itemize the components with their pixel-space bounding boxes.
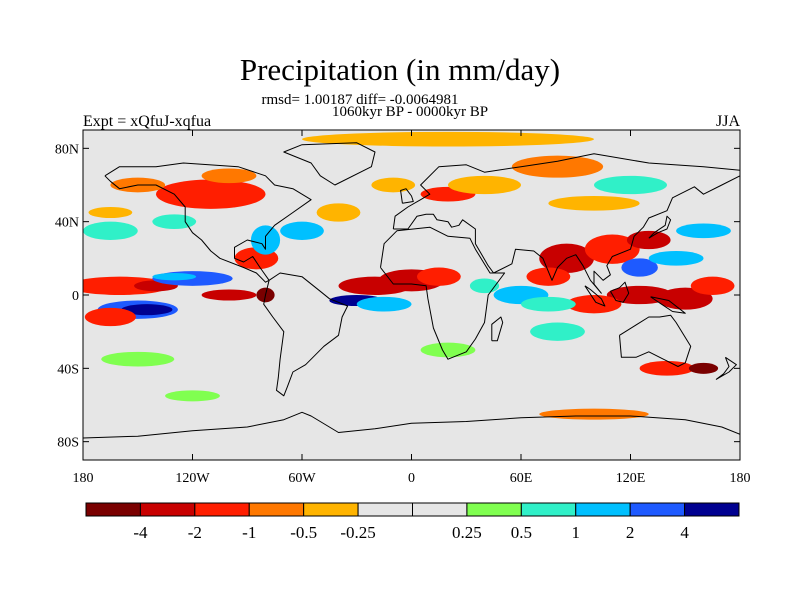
west-pacific-dry-east [690,276,735,296]
colorbar-swatch [575,502,631,517]
colorbar: -4 -2 -1 -0.5 -0.25 0.25 0.5 1 2 4 [85,502,740,542]
colorbar-label: 4 [680,523,689,542]
kuroshio-wet [676,223,731,239]
greenland-coast [283,142,376,186]
colorbar-label: -1 [242,523,256,542]
colorbar-swatch [520,502,577,517]
y-tick-label: 40N [55,216,79,231]
colorbar-swatch [303,502,359,517]
colorbar-swatch [412,502,468,517]
russia-dry [448,175,521,195]
south-pacific-wet [101,351,175,367]
spcz-wet-core [121,304,173,316]
colorbar-label: 0.5 [511,523,532,542]
new-zealand-dry [688,362,719,374]
antarctica-coast [83,411,740,439]
season-label: JJA [716,113,741,130]
north-west-pacific-wet [648,251,704,266]
sumatra-coast [584,285,606,307]
central-africa-dry [416,267,461,286]
canada-dry [156,179,266,209]
west-pacific-dry [657,287,713,310]
period-subtitle: 1060kyr BP - 0000kyr BP [331,104,489,120]
north-america-coast [104,162,312,283]
southern-ocean-wet [165,390,220,402]
colorbar-label: 1 [572,523,581,542]
south-china-dry [584,234,640,264]
australia-coast [619,314,692,367]
new-guinea-coast [650,296,686,314]
arabian-sea-dry [526,267,571,286]
itcz-wet-band-core [152,273,197,281]
south-america-coast [263,272,349,397]
colorbar-label: 0.25 [452,523,482,542]
japan-dry [626,230,671,250]
north-pacific-dry [88,207,133,218]
x-tick-label: 120W [175,471,210,486]
plot-area [82,129,741,461]
east-pacific-dry [201,289,257,301]
gulf-of-guinea-wet [356,296,412,312]
atlantic-wet [280,221,324,240]
east-siberia-wet [594,175,667,195]
x-tick-label: 180 [73,471,94,486]
x-tick-label: 60W [288,471,316,486]
iceland-dry [371,177,416,193]
central-indian-ocean-wet [521,296,576,312]
philippine-sea-wet [621,258,658,277]
maritime-continent-dry [606,285,673,305]
axis-ticks: 80N 40N 0 40S 80S 180 120W 60W 0 60E 120E 180 [55,130,751,486]
north-pacific-wet-east [152,214,197,230]
colorbar-label: -4 [133,523,148,542]
colorbar-label: -2 [188,523,202,542]
borneo-coast [609,281,630,303]
y-tick-label: 80S [57,436,79,451]
colorbar-label: 2 [626,523,635,542]
colorbar-label: -0.5 [290,523,317,542]
colorbar-swatch [85,502,141,517]
colorbar-swatch [194,502,250,517]
y-tick-label: 0 [72,289,79,304]
colorbar-swatch [466,502,522,517]
x-tick-label: 0 [408,471,415,486]
figure-title: Precipitation (in mm/day) [239,52,561,87]
south-indian-ocean-wet [530,322,585,341]
north-atlantic-dry [316,203,361,222]
y-tick-label: 40S [57,362,79,377]
south-pacific-dry [84,307,136,327]
antarctic-margin-dry [539,408,649,420]
colorbar-swatch [357,502,414,517]
experiment-label: Expt = xQfuJ-xqfua [83,113,212,130]
indonesia-dry [566,295,622,314]
british-isles-coast [400,188,414,204]
coastlines [83,142,740,439]
mongolia-dry [548,196,640,211]
siberia-dry [511,155,604,178]
north-pacific-wet [83,221,138,240]
x-tick-label: 60E [510,471,533,486]
y-tick-label: 80N [55,142,79,157]
x-tick-label: 180 [730,471,751,486]
rmsd-diff-stats: rmsd= 1.00187 diff= -0.0064981 [261,92,459,108]
new-zealand-coast [715,356,737,380]
madagascar-coast [491,316,504,342]
eurasia-coast [392,153,740,294]
tasman-dry [639,361,695,376]
arctic-ocean-dry [302,131,594,147]
arctic-canada-dry [201,168,257,184]
colorbar-label: -0.25 [340,523,375,542]
japan-coast [648,215,672,239]
x-tick-label: 120E [616,471,646,486]
africa-coast [380,226,506,360]
colorbar-swatch [684,502,740,517]
colorbar-swatch [139,502,196,517]
colorbar-swatch [629,502,686,517]
colorbar-swatch [248,502,305,517]
